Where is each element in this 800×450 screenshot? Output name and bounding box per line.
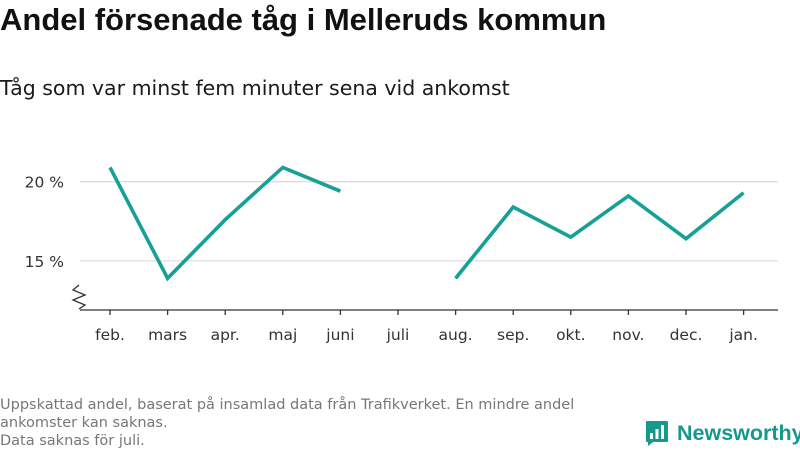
x-tick-label: nov. — [612, 326, 644, 344]
chart-title: Andel försenade tåg i Melleruds kommun — [0, 2, 607, 37]
x-tick-label: feb. — [95, 326, 125, 344]
brand-name: Newsworthy — [677, 421, 800, 445]
x-tick-label: aug. — [439, 326, 473, 344]
x-tick-label: jan. — [728, 326, 758, 344]
x-tick-label: apr. — [211, 326, 240, 344]
y-tick-label: 20 % — [25, 174, 64, 192]
series-line — [454, 191, 745, 280]
x-tick-label: maj — [268, 326, 297, 344]
y-axis-break-icon — [71, 284, 87, 310]
x-tick-label: dec. — [670, 326, 703, 344]
footnote: Uppskattad andel, baserat på insamlad da… — [0, 396, 640, 450]
footnote-line-2: Data saknas för juli. — [0, 433, 145, 449]
y-tick-label: 15 % — [25, 253, 64, 271]
footnote-line-1: Uppskattad andel, baserat på insamlad da… — [0, 397, 579, 431]
chart-subtitle: Tåg som var minst fem minuter sena vid a… — [0, 76, 510, 100]
newsworthy-bar-chart-logo-icon — [646, 421, 668, 446]
brand-logo: Newsworthy — [645, 420, 800, 447]
x-tick-label: juni — [325, 326, 354, 344]
x-tick-label: mars — [148, 326, 187, 344]
x-tick-label: sep. — [497, 326, 529, 344]
line-chart: 15 % 20 % feb. mars apr. maj juni juli aug. sep. o… — [25, 165, 778, 344]
x-tick-label: juli — [386, 326, 410, 344]
series-line — [108, 165, 342, 282]
x-tick-label: okt. — [556, 326, 585, 344]
